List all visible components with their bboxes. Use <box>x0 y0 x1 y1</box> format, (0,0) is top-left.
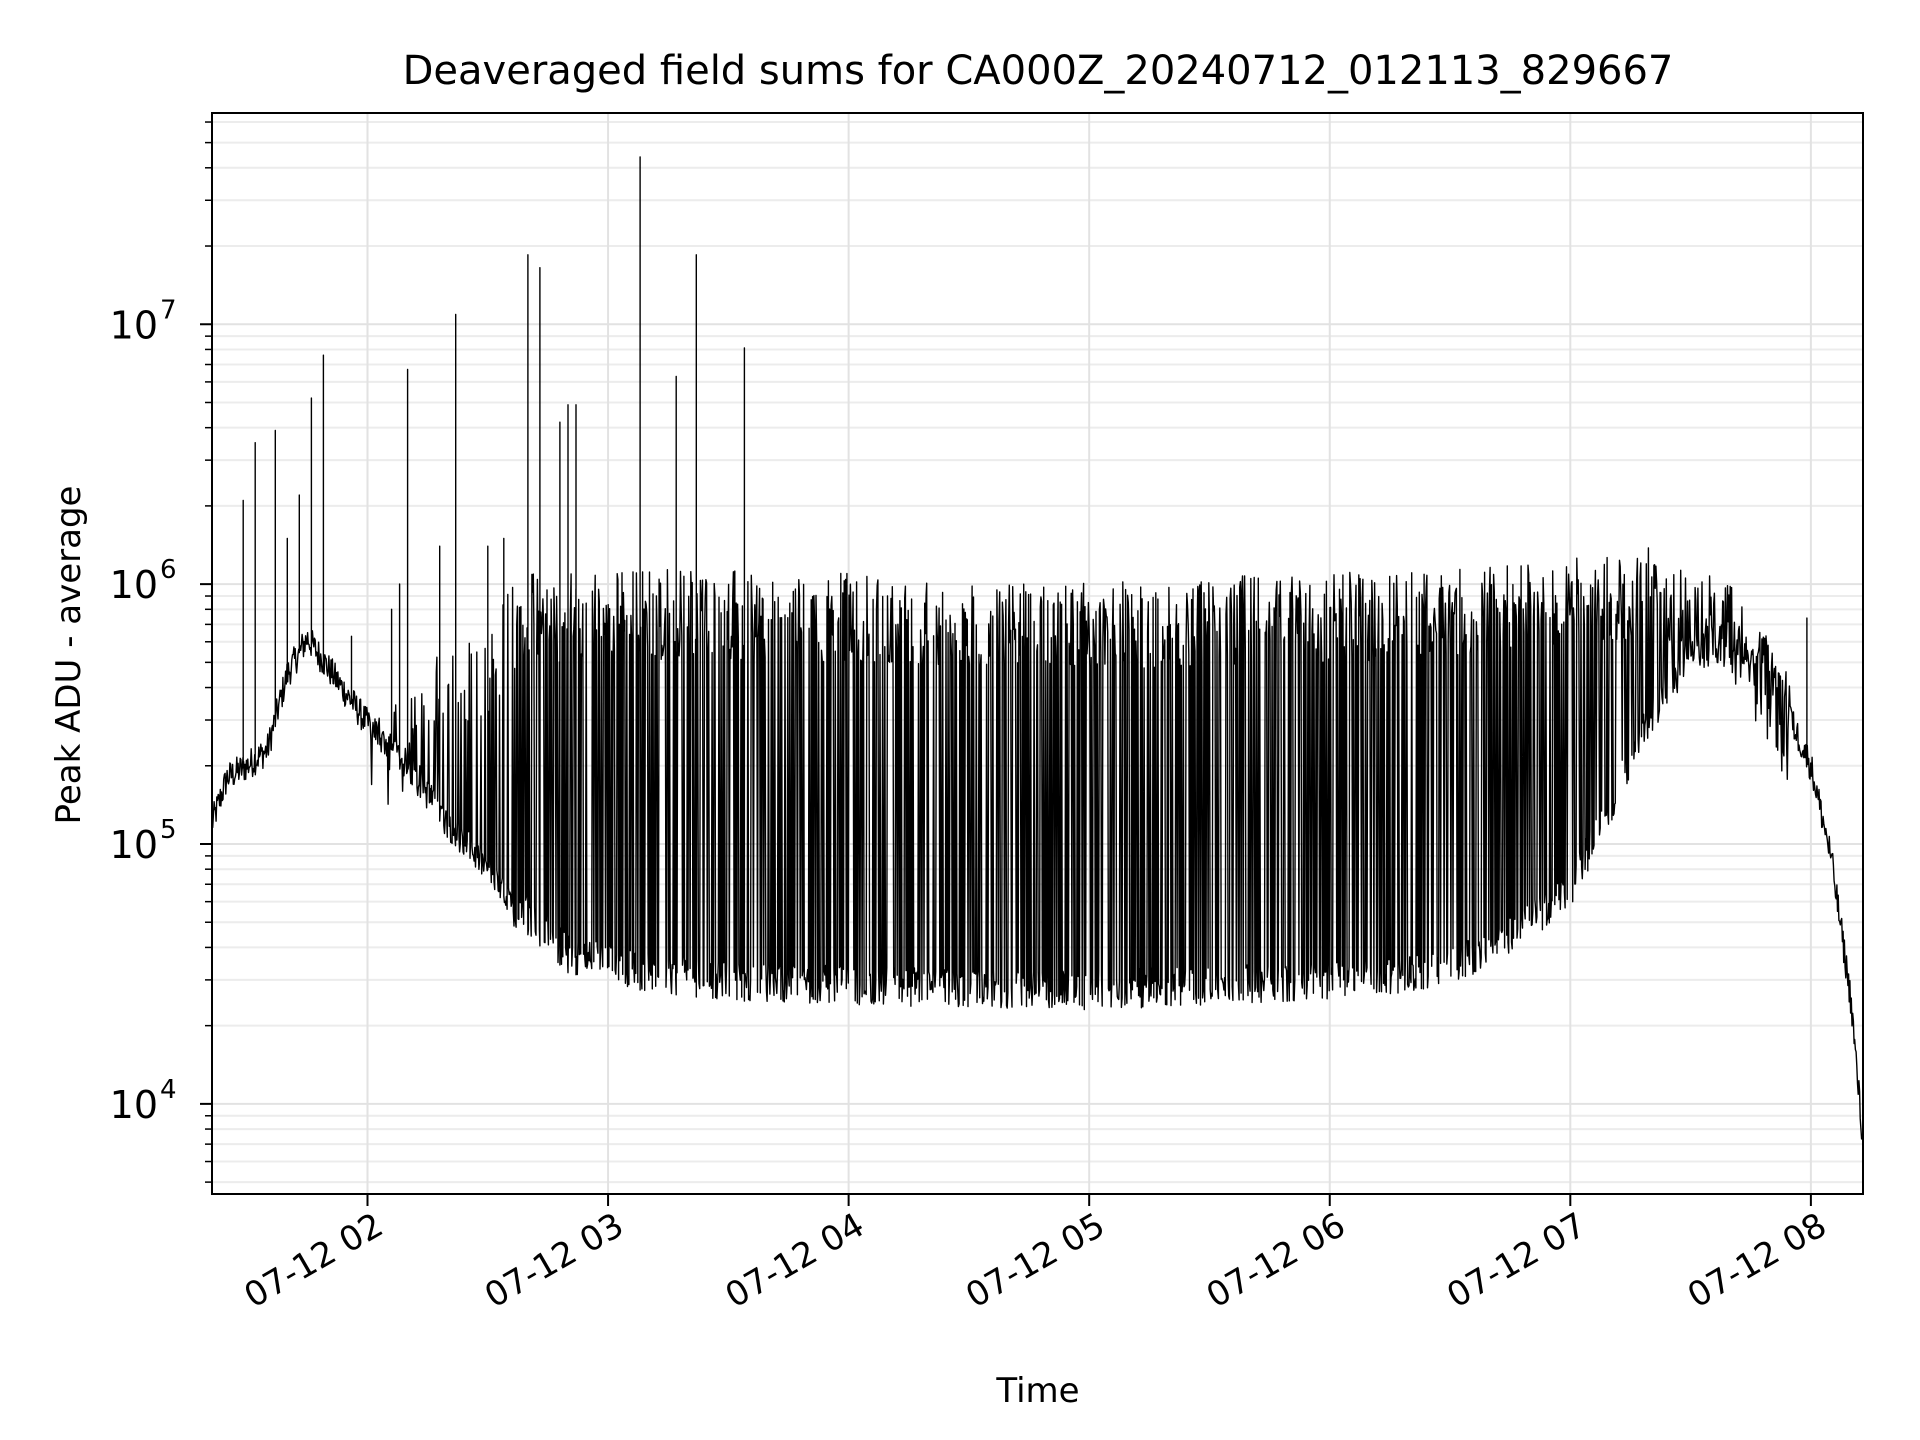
y-tick-label: 10 <box>110 303 158 347</box>
plot-frame <box>211 112 1864 1195</box>
y-tick-label: 10 <box>110 823 158 867</box>
y-tick-label: 10 <box>110 1083 158 1127</box>
chart-title: Deaveraged field sums for CA000Z_2024071… <box>403 48 1674 94</box>
x-axis-label: Time <box>995 1371 1079 1411</box>
y-tick-label-exponent: 7 <box>160 295 177 325</box>
y-axis-label: Peak ADU - average <box>49 486 89 825</box>
y-tick-label: 10 <box>110 563 158 607</box>
y-tick-label-exponent: 5 <box>160 815 177 845</box>
y-tick-label-exponent: 6 <box>160 555 177 585</box>
data-layer <box>211 156 1864 1140</box>
y-tick-label-exponent: 4 <box>160 1075 177 1105</box>
series-line <box>211 156 1864 1140</box>
